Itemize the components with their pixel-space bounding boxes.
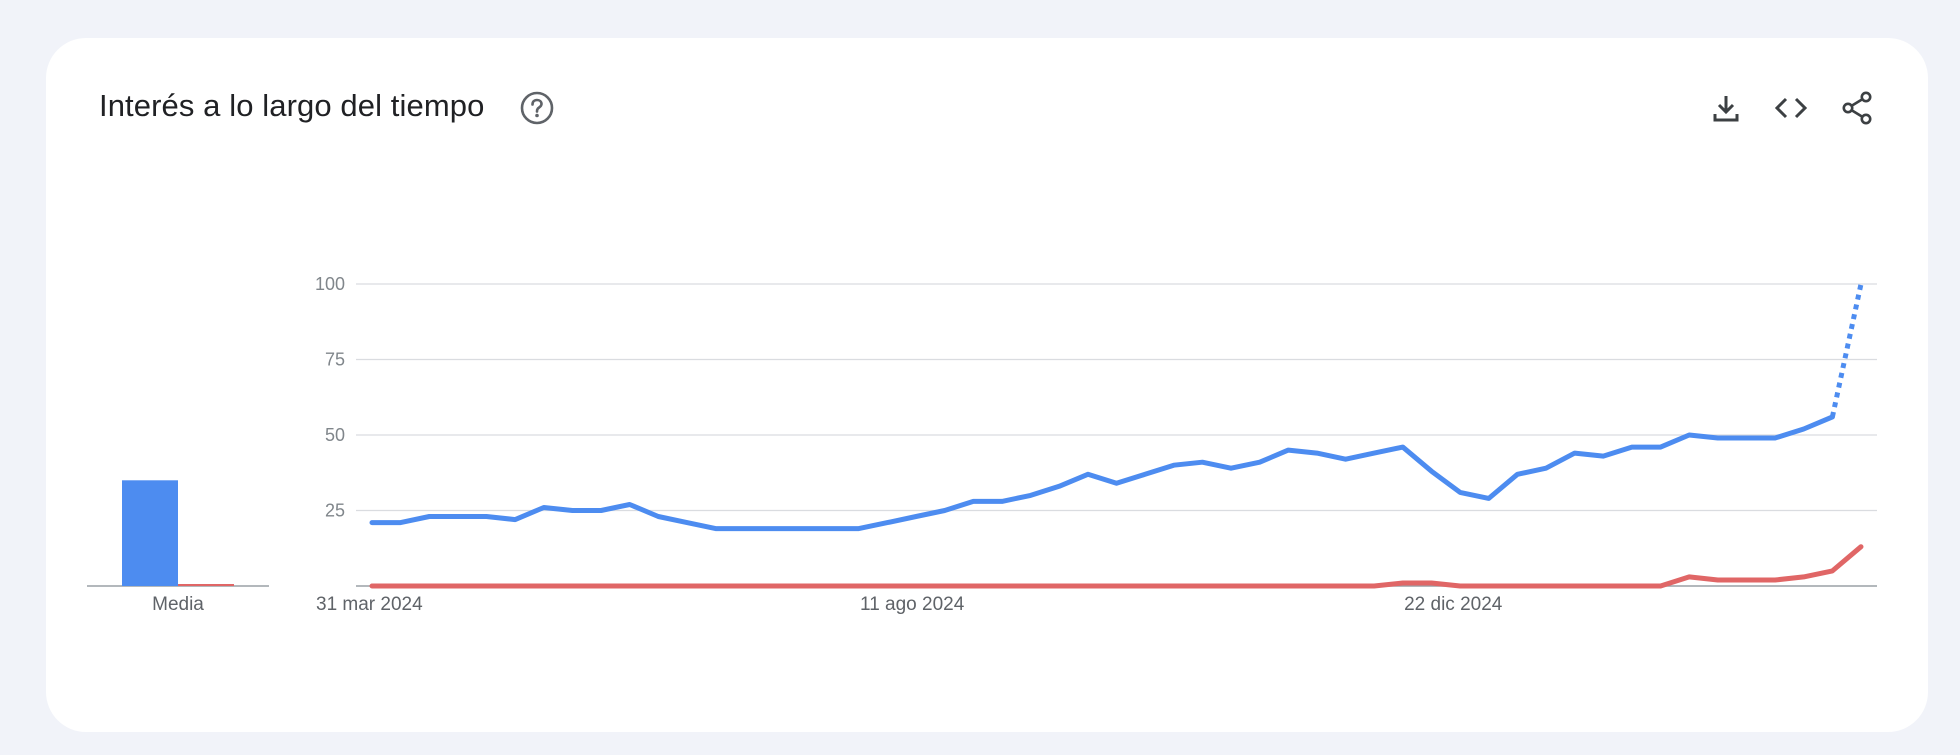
series-1-partial-line — [1829, 283, 1864, 418]
download-icon[interactable] — [1708, 90, 1744, 126]
x-tick-label-1: 11 ago 2024 — [860, 594, 965, 615]
x-tick-label-2: 22 dic 2024 — [1404, 594, 1503, 615]
average-bar-1 — [122, 480, 178, 586]
series-2-line — [369, 544, 1864, 589]
help-circle-icon[interactable] — [518, 89, 556, 127]
average-label: Media — [152, 594, 204, 615]
interest-over-time-card — [46, 38, 1928, 732]
code-icon[interactable] — [1773, 90, 1809, 126]
average-bar-2 — [178, 584, 234, 586]
share-icon[interactable] — [1839, 90, 1875, 126]
y-tick-label-50: 50 — [325, 425, 345, 445]
y-tick-label-100: 100 — [315, 274, 345, 294]
y-tick-label-25: 25 — [325, 501, 345, 521]
series-1-line — [369, 414, 1835, 532]
chart-title: Interés a lo largo del tiempo — [99, 88, 485, 123]
y-tick-label-75: 75 — [325, 350, 345, 370]
x-tick-label-0: 31 mar 2024 — [316, 594, 423, 615]
